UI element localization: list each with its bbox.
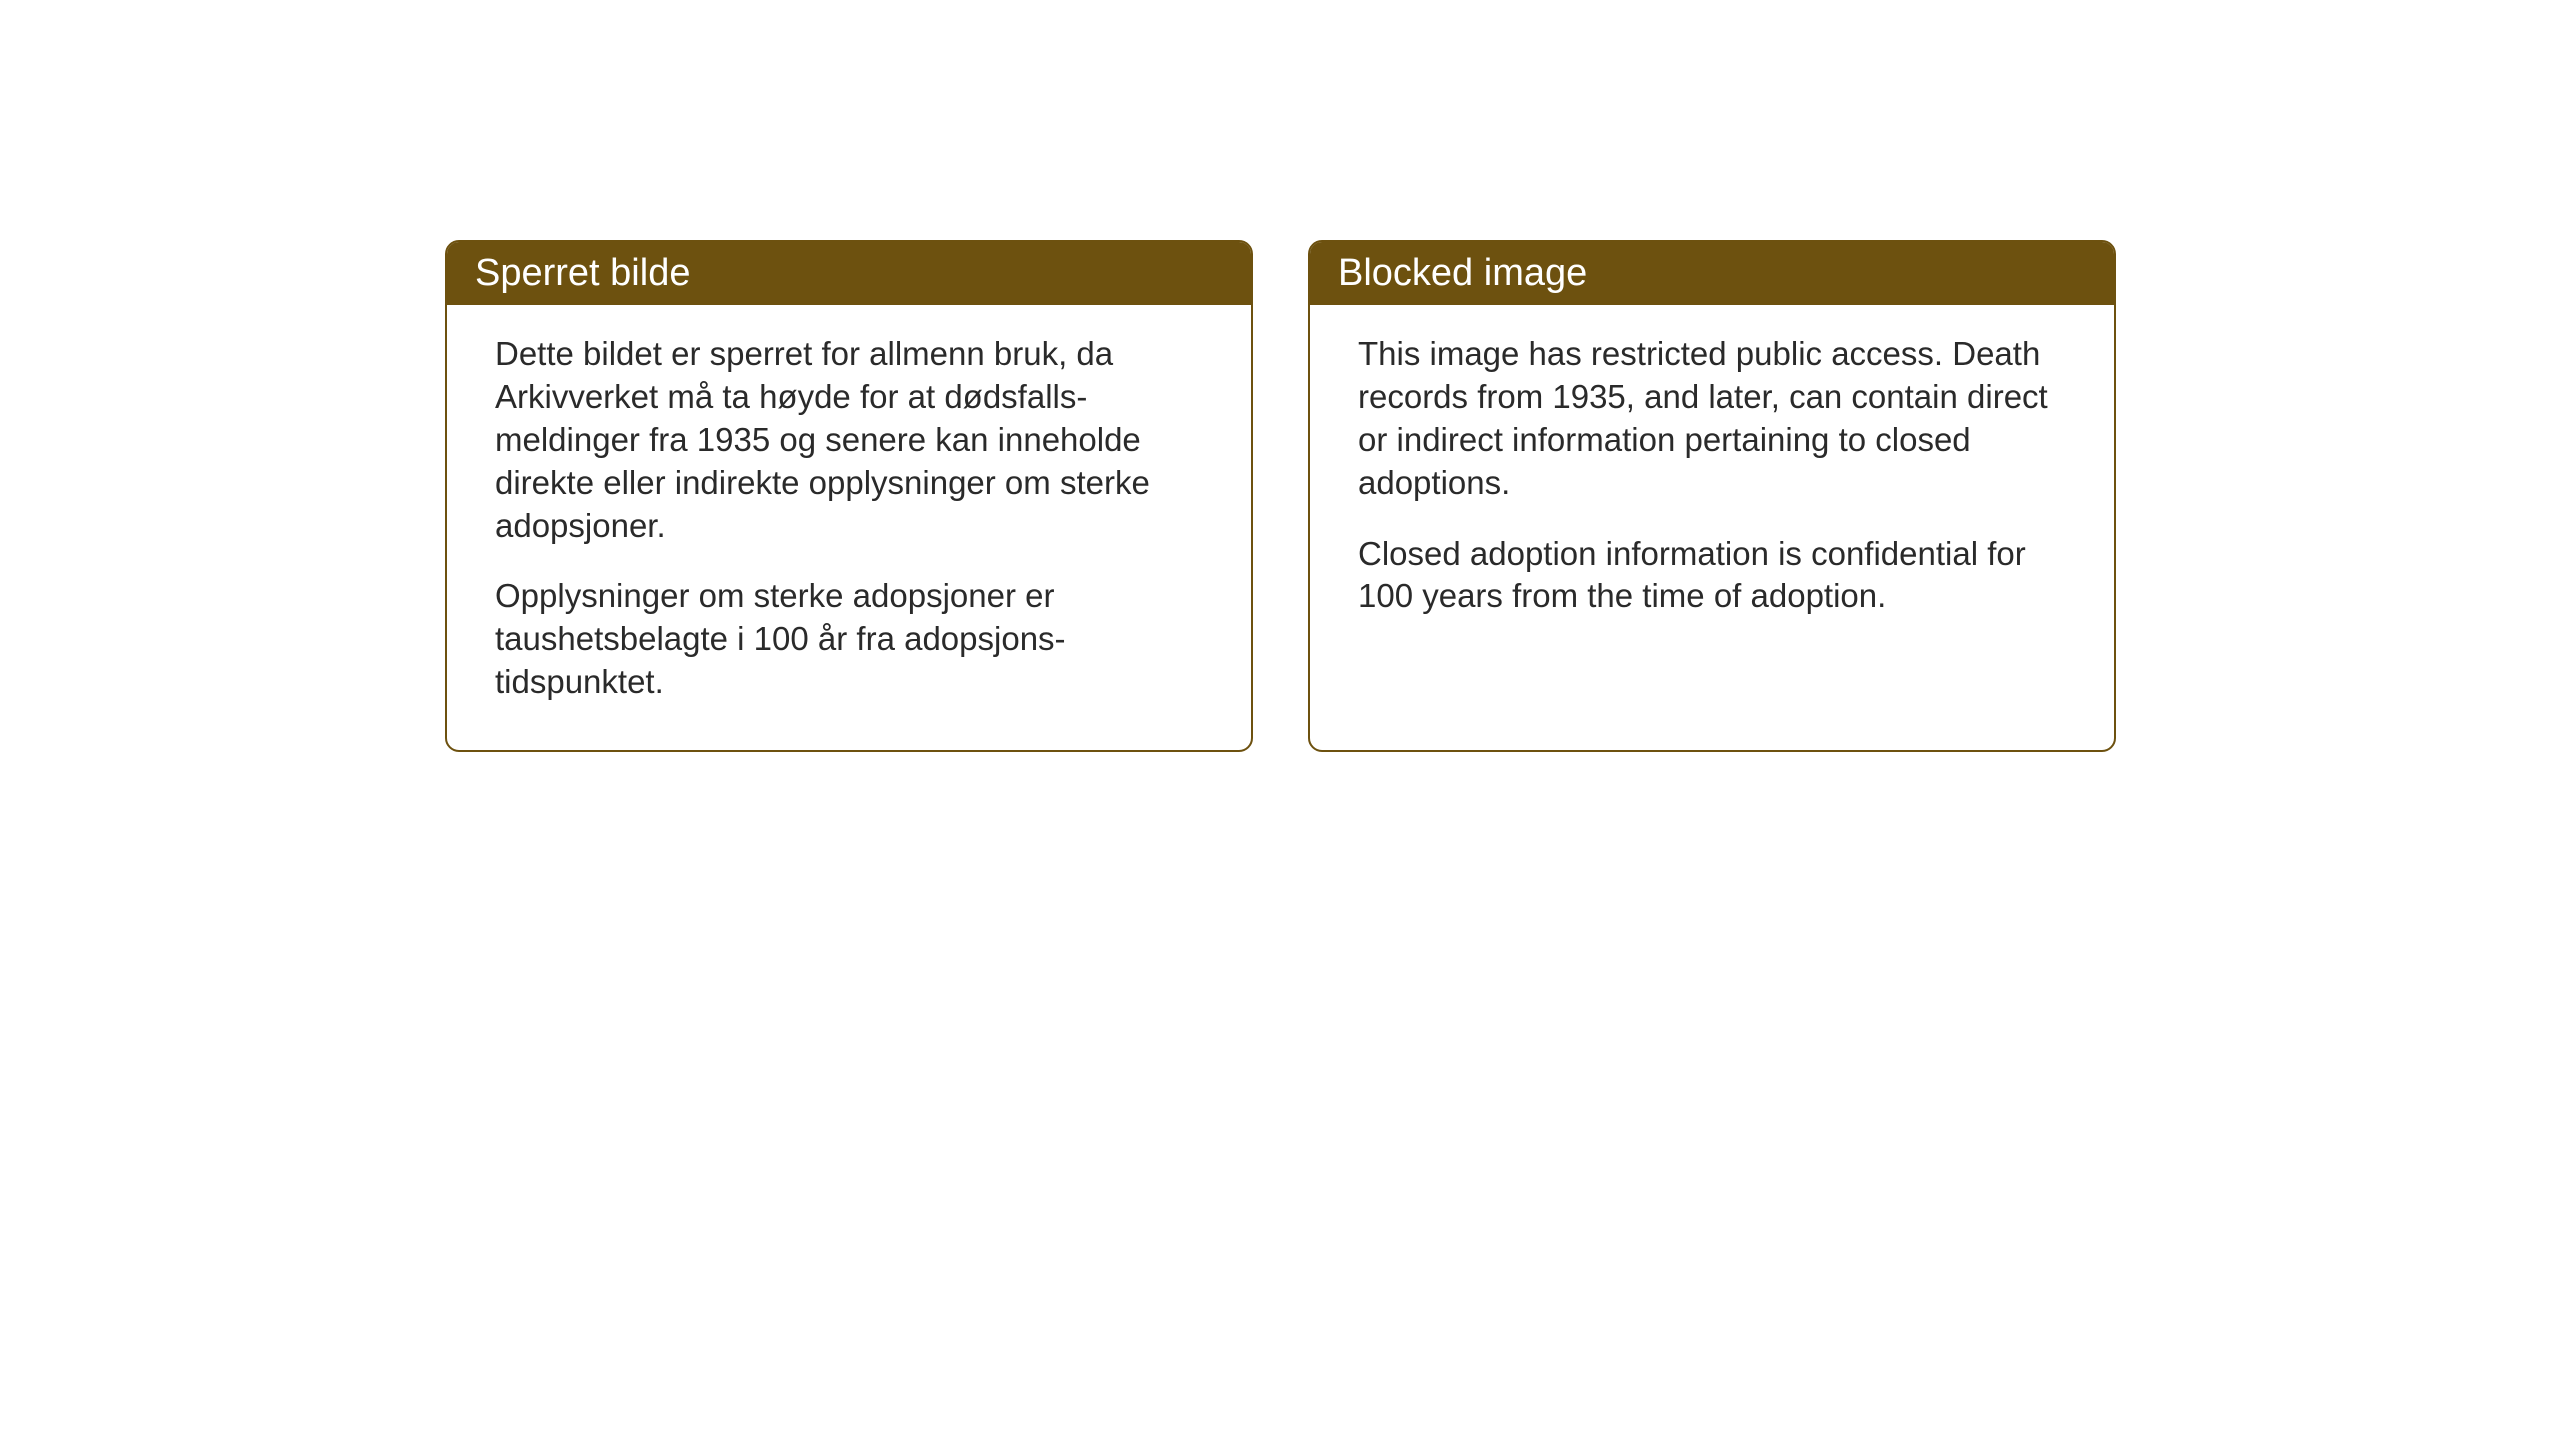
notice-card-norwegian: Sperret bilde Dette bildet er sperret fo… — [445, 240, 1253, 752]
card-body-english: This image has restricted public access.… — [1310, 305, 2114, 654]
notice-card-english: Blocked image This image has restricted … — [1308, 240, 2116, 752]
card-paragraph2-norwegian: Opplysninger om sterke adopsjoner er tau… — [495, 575, 1203, 704]
card-header-english: Blocked image — [1310, 242, 2114, 305]
card-header-norwegian: Sperret bilde — [447, 242, 1251, 305]
card-paragraph2-english: Closed adoption information is confident… — [1358, 533, 2066, 619]
notice-container: Sperret bilde Dette bildet er sperret fo… — [445, 240, 2116, 752]
card-title-english: Blocked image — [1338, 252, 1587, 294]
card-paragraph1-norwegian: Dette bildet er sperret for allmenn bruk… — [495, 333, 1203, 547]
card-body-norwegian: Dette bildet er sperret for allmenn bruk… — [447, 305, 1251, 740]
card-paragraph1-english: This image has restricted public access.… — [1358, 333, 2066, 505]
card-title-norwegian: Sperret bilde — [475, 252, 690, 294]
